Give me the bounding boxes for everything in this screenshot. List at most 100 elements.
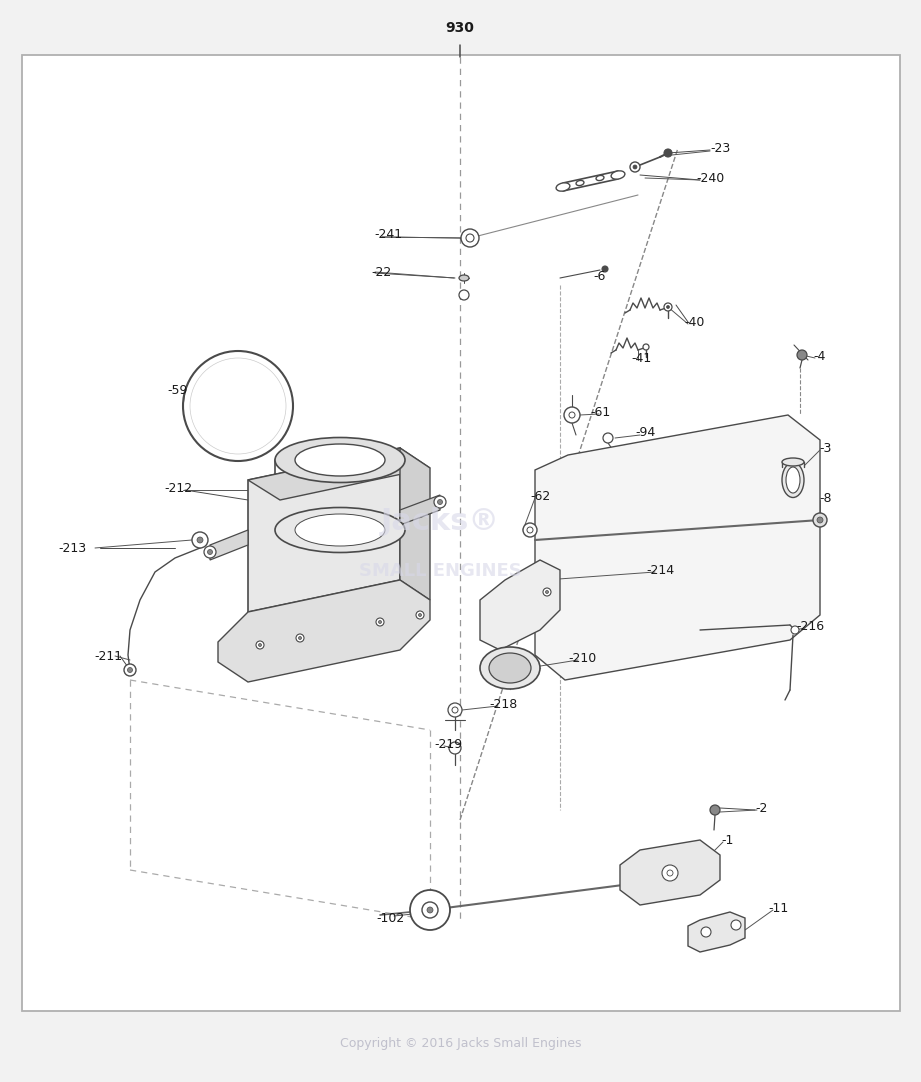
Circle shape — [633, 164, 637, 169]
Ellipse shape — [782, 462, 804, 498]
Circle shape — [564, 407, 580, 423]
Circle shape — [701, 927, 711, 937]
Circle shape — [791, 626, 799, 634]
Circle shape — [296, 634, 304, 642]
Text: -23: -23 — [710, 142, 730, 155]
Polygon shape — [210, 530, 248, 560]
Ellipse shape — [295, 514, 385, 546]
Text: -11: -11 — [768, 901, 788, 914]
Text: -1: -1 — [722, 833, 734, 846]
Circle shape — [204, 546, 216, 558]
Circle shape — [459, 290, 469, 300]
Circle shape — [197, 537, 203, 543]
Text: -219: -219 — [434, 738, 462, 751]
Polygon shape — [620, 840, 720, 905]
Polygon shape — [688, 912, 745, 952]
Text: -41: -41 — [631, 352, 651, 365]
Circle shape — [569, 412, 575, 418]
Circle shape — [543, 588, 551, 596]
Circle shape — [602, 266, 608, 272]
Text: -59: -59 — [168, 383, 188, 396]
Text: -240: -240 — [696, 172, 724, 185]
Text: -40: -40 — [685, 316, 705, 329]
Polygon shape — [480, 560, 560, 650]
Ellipse shape — [459, 275, 469, 281]
Ellipse shape — [596, 175, 604, 181]
Text: Copyright © 2016 Jacks Small Engines: Copyright © 2016 Jacks Small Engines — [340, 1038, 581, 1051]
Circle shape — [813, 513, 827, 527]
Text: -211: -211 — [94, 649, 122, 662]
Circle shape — [422, 902, 438, 918]
Circle shape — [448, 703, 462, 717]
Text: -218: -218 — [489, 698, 517, 711]
Circle shape — [410, 890, 450, 931]
Circle shape — [466, 234, 474, 242]
Text: -22: -22 — [371, 265, 391, 278]
FancyBboxPatch shape — [22, 55, 900, 1011]
Polygon shape — [218, 580, 430, 682]
Circle shape — [192, 532, 208, 547]
Text: SMALL ENGINES: SMALL ENGINES — [359, 562, 522, 580]
Text: -6: -6 — [594, 269, 606, 282]
Text: -61: -61 — [589, 406, 610, 419]
Ellipse shape — [275, 437, 405, 483]
Circle shape — [527, 527, 533, 533]
Circle shape — [731, 920, 741, 931]
Ellipse shape — [786, 467, 800, 493]
Circle shape — [710, 805, 720, 815]
Polygon shape — [535, 415, 820, 679]
Circle shape — [256, 641, 264, 649]
Circle shape — [667, 870, 673, 876]
Circle shape — [452, 707, 458, 713]
Circle shape — [427, 907, 433, 913]
Text: -62: -62 — [530, 489, 550, 502]
Text: -8: -8 — [820, 491, 833, 504]
Polygon shape — [400, 448, 430, 601]
Circle shape — [523, 523, 537, 537]
Circle shape — [416, 611, 424, 619]
Ellipse shape — [489, 654, 531, 683]
Text: -241: -241 — [374, 227, 402, 240]
Polygon shape — [248, 448, 400, 612]
Ellipse shape — [612, 171, 624, 180]
Circle shape — [124, 664, 136, 676]
Circle shape — [797, 349, 807, 360]
Ellipse shape — [480, 647, 540, 689]
Text: -212: -212 — [164, 481, 192, 494]
Text: -102: -102 — [376, 911, 404, 924]
Circle shape — [376, 618, 384, 626]
Polygon shape — [248, 448, 430, 500]
Text: Jacks®: Jacks® — [381, 506, 500, 536]
Text: -2: -2 — [756, 802, 768, 815]
Text: -3: -3 — [820, 441, 833, 454]
Circle shape — [630, 162, 640, 172]
Ellipse shape — [782, 458, 804, 466]
Circle shape — [545, 591, 549, 594]
Circle shape — [664, 303, 672, 311]
Circle shape — [379, 620, 381, 623]
Circle shape — [434, 496, 446, 509]
Text: -94: -94 — [635, 425, 655, 438]
Circle shape — [418, 613, 422, 617]
Circle shape — [643, 344, 649, 349]
Circle shape — [662, 865, 678, 881]
Text: -210: -210 — [568, 651, 596, 664]
Circle shape — [817, 517, 823, 523]
Circle shape — [667, 305, 670, 308]
Text: -216: -216 — [796, 620, 824, 633]
Text: 930: 930 — [446, 21, 474, 35]
Polygon shape — [400, 494, 440, 525]
Ellipse shape — [576, 181, 584, 186]
Ellipse shape — [275, 507, 405, 553]
Text: -214: -214 — [646, 564, 674, 577]
Circle shape — [127, 668, 133, 673]
Circle shape — [437, 500, 442, 504]
Circle shape — [449, 742, 461, 754]
Circle shape — [259, 644, 262, 647]
Circle shape — [603, 433, 613, 443]
Ellipse shape — [295, 444, 385, 476]
Circle shape — [461, 229, 479, 247]
Ellipse shape — [556, 183, 570, 192]
Circle shape — [207, 550, 213, 554]
Text: -4: -4 — [814, 349, 826, 362]
